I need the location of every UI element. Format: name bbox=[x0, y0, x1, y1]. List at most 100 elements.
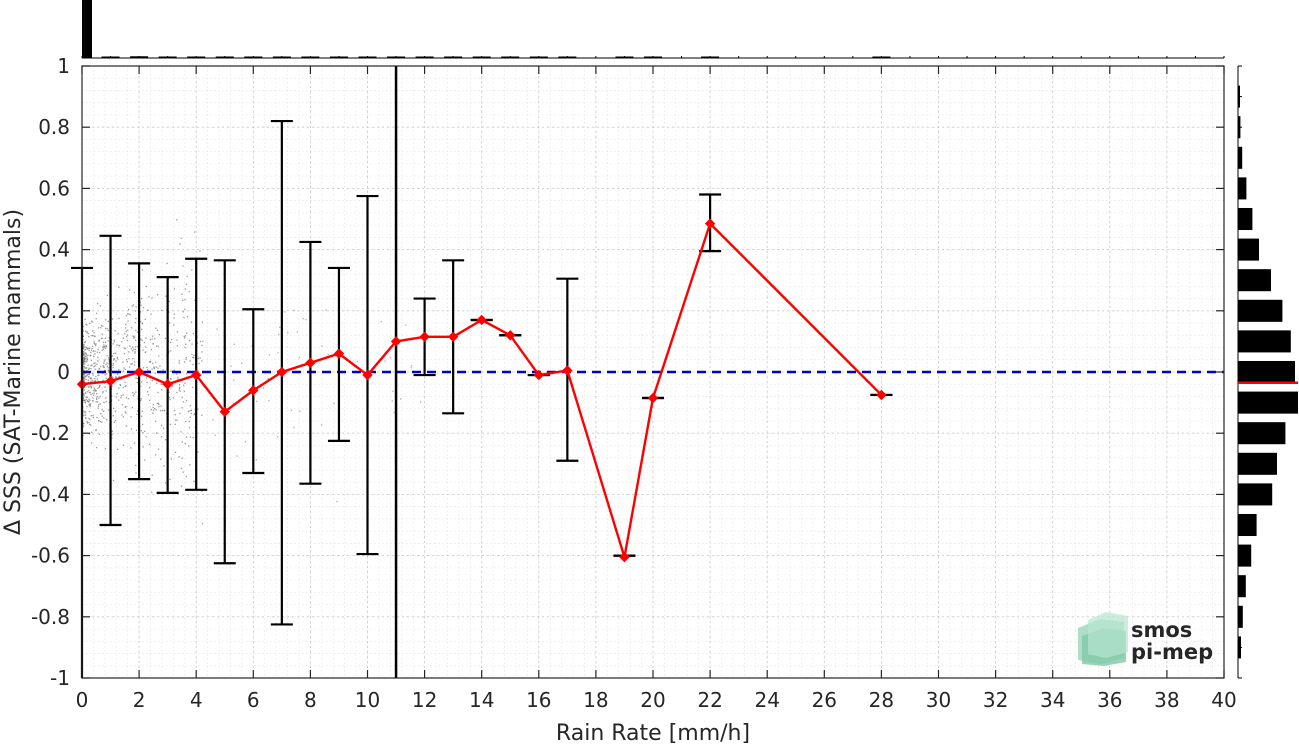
scatter-point bbox=[182, 311, 184, 313]
scatter-point bbox=[83, 379, 85, 382]
scatter-point bbox=[139, 310, 142, 313]
scatter-point bbox=[90, 365, 92, 367]
scatter-point bbox=[149, 399, 151, 402]
scatter-point bbox=[88, 335, 90, 338]
scatter-point bbox=[133, 364, 136, 366]
scatter-point bbox=[104, 347, 107, 349]
scatter-point bbox=[129, 345, 131, 347]
scatter-point bbox=[121, 404, 124, 406]
scatter-point bbox=[174, 451, 177, 453]
scatter-point bbox=[87, 364, 89, 366]
scatter-point bbox=[88, 392, 91, 394]
scatter-point bbox=[104, 448, 107, 450]
scatter-point bbox=[201, 321, 204, 323]
series-point bbox=[419, 331, 430, 343]
scatter-point bbox=[91, 400, 94, 402]
scatter-point bbox=[145, 285, 147, 288]
scatter-point bbox=[145, 435, 147, 438]
scatter-point bbox=[101, 415, 103, 417]
scatter-point bbox=[133, 335, 135, 338]
scatter-point bbox=[153, 368, 155, 370]
x-tick-label: 4 bbox=[190, 688, 203, 712]
scatter-point bbox=[148, 443, 151, 446]
scatter-point bbox=[189, 360, 191, 362]
scatter-point bbox=[156, 294, 159, 296]
scatter-point bbox=[131, 363, 133, 365]
scatter-point bbox=[112, 359, 115, 361]
scatter-point bbox=[192, 437, 194, 439]
x-tick-label: 20 bbox=[640, 688, 665, 712]
scatter-point bbox=[284, 311, 286, 313]
scatter-point bbox=[90, 393, 92, 396]
scatter-point bbox=[86, 358, 89, 360]
scatter-point bbox=[86, 396, 88, 398]
scatter-point bbox=[191, 353, 193, 356]
scatter-point bbox=[112, 343, 114, 345]
scatter-point bbox=[193, 354, 195, 357]
scatter-point bbox=[108, 363, 110, 365]
scatter-point bbox=[120, 397, 122, 399]
scatter-point bbox=[389, 356, 391, 358]
scatter-point bbox=[104, 386, 106, 388]
scatter-point bbox=[106, 362, 108, 364]
scatter-point bbox=[85, 417, 87, 420]
y-tick-label: 0.6 bbox=[38, 176, 70, 200]
scatter-point bbox=[194, 299, 196, 301]
top-histogram-bar bbox=[329, 56, 348, 58]
scatter-point bbox=[173, 369, 176, 372]
x-tick-label: 16 bbox=[526, 688, 551, 712]
scatter-point bbox=[93, 332, 95, 334]
logo-line-2: pi-mep bbox=[1131, 640, 1213, 664]
scatter-point bbox=[132, 350, 134, 352]
scatter-point bbox=[92, 372, 94, 375]
scatter-point bbox=[126, 339, 128, 342]
scatter-point bbox=[182, 299, 184, 301]
scatter-point bbox=[202, 340, 204, 342]
scatter-point bbox=[91, 381, 93, 383]
scatter-point bbox=[160, 458, 162, 460]
scatter-point bbox=[95, 318, 97, 320]
right-histogram-bar bbox=[1238, 483, 1273, 506]
scatter-point bbox=[89, 322, 91, 325]
scatter-point bbox=[97, 360, 99, 362]
top-histogram-bar bbox=[358, 56, 377, 58]
scatter-point bbox=[296, 331, 298, 333]
right-histogram-bar bbox=[1238, 422, 1286, 445]
scatter-point bbox=[95, 446, 98, 449]
scatter-point bbox=[122, 394, 124, 396]
scatter-point bbox=[102, 372, 104, 375]
scatter-point bbox=[93, 355, 95, 358]
scatter-point bbox=[170, 458, 172, 460]
scatter-point bbox=[185, 358, 187, 361]
scatter-point bbox=[116, 358, 119, 360]
scatter-point bbox=[85, 358, 87, 360]
scatter-point bbox=[111, 437, 113, 439]
scatter-point bbox=[185, 399, 188, 402]
scatter-point bbox=[88, 347, 91, 350]
scatter-point bbox=[112, 414, 114, 417]
scatter-point bbox=[192, 363, 194, 366]
scatter-point bbox=[179, 412, 181, 415]
scatter-point bbox=[134, 352, 136, 354]
scatter-point bbox=[105, 319, 107, 321]
scatter-point bbox=[90, 387, 92, 389]
scatter-point bbox=[82, 387, 85, 389]
scatter-point bbox=[149, 360, 151, 363]
scatter-point bbox=[86, 421, 88, 423]
scatter-point bbox=[96, 398, 98, 401]
scatter-point bbox=[102, 348, 105, 350]
scatter-point bbox=[96, 416, 98, 419]
scatter-point bbox=[154, 372, 156, 375]
scatter-point bbox=[133, 337, 135, 339]
scatter-point bbox=[124, 381, 126, 383]
scatter-point bbox=[230, 365, 232, 367]
y-tick-label: 1 bbox=[57, 54, 70, 78]
scatter-point bbox=[86, 373, 89, 376]
scatter-point bbox=[85, 352, 87, 355]
scatter-point bbox=[136, 413, 138, 416]
scatter-point bbox=[190, 321, 193, 323]
scatter-point bbox=[120, 378, 122, 381]
scatter-point bbox=[88, 373, 91, 375]
x-tick-label: 28 bbox=[869, 688, 894, 712]
scatter-point bbox=[197, 357, 200, 359]
